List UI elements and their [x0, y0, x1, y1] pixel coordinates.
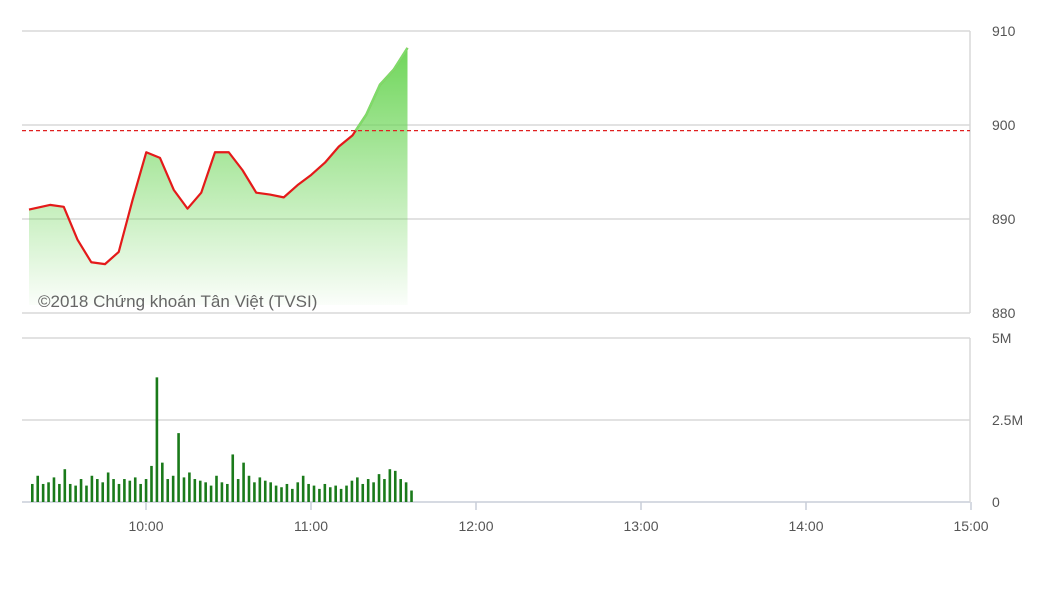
volume-bar	[377, 474, 381, 502]
price-tick-label: 890	[992, 211, 1016, 227]
price-line	[28, 47, 409, 266]
volume-bar	[361, 483, 365, 502]
volume-bar	[220, 482, 224, 502]
volume-bar	[31, 483, 34, 502]
volume-bar	[404, 482, 408, 502]
volume-bar	[393, 470, 397, 502]
volume-bar	[106, 472, 110, 502]
volume-bar	[383, 479, 386, 502]
volume-bar	[198, 480, 202, 502]
time-tick-label: 15:00	[953, 518, 988, 534]
volume-bar	[139, 483, 142, 502]
volume-bar	[231, 454, 235, 502]
watermark: ©2018 Chứng khoán Tân Việt (TVSI)	[38, 292, 317, 311]
volume-bar	[280, 487, 283, 502]
volume-bar	[323, 483, 327, 502]
volume-bar	[161, 462, 164, 502]
volume-bar	[318, 488, 321, 502]
price-tick-label: 900	[992, 117, 1016, 133]
volume-bar	[399, 479, 402, 502]
volume-bar	[204, 482, 207, 502]
volume-bar	[274, 485, 278, 502]
volume-bar	[150, 465, 153, 502]
volume-bar	[269, 482, 272, 502]
time-tick-label: 13:00	[623, 518, 658, 534]
volume-bar	[215, 475, 218, 502]
volume-bar	[247, 475, 251, 502]
volume-bar	[90, 475, 94, 502]
volume-bar	[301, 475, 305, 502]
volume-bar	[188, 472, 191, 502]
time-tick-label: 10:00	[128, 518, 163, 534]
volume-bar	[96, 479, 99, 502]
volume-bar	[36, 475, 40, 502]
volume-bar	[285, 483, 289, 502]
volume-bar	[155, 377, 159, 502]
price-panel: 910 900 890 880	[22, 23, 1016, 321]
volume-bar	[334, 485, 337, 502]
volume-bar	[112, 479, 115, 502]
volume-bar	[177, 433, 180, 502]
volume-bar	[258, 477, 262, 502]
volume-bar	[410, 490, 413, 502]
volume-bar	[312, 485, 316, 502]
volume-bar	[356, 477, 359, 502]
volume-bar	[171, 475, 175, 502]
volume-bar	[339, 488, 343, 502]
volume-bar	[123, 479, 126, 502]
volume-bar	[58, 483, 61, 502]
volume-bar	[388, 469, 392, 502]
volume-bar	[209, 485, 213, 502]
volume-bar	[193, 479, 197, 502]
price-tick-label: 880	[992, 305, 1016, 321]
volume-bar	[128, 480, 132, 502]
volume-bar	[291, 488, 294, 502]
volume-tick-label: 0	[992, 494, 1000, 510]
volume-bar	[85, 485, 88, 502]
price-area-fill	[29, 47, 408, 306]
volume-bar	[68, 483, 72, 502]
volume-bar	[350, 480, 354, 502]
time-tick-label: 12:00	[458, 518, 493, 534]
volume-bar	[236, 479, 240, 502]
volume-bar	[345, 485, 348, 502]
volume-bar	[117, 483, 121, 502]
volume-bar	[101, 482, 105, 502]
volume-bar	[226, 483, 229, 502]
time-tick-label: 14:00	[788, 518, 823, 534]
volume-bar	[144, 479, 148, 502]
volume-bar	[182, 477, 186, 502]
time-tick-label: 11:00	[294, 518, 328, 534]
volume-tick-label: 5M	[992, 330, 1011, 346]
price-tick-label: 910	[992, 23, 1016, 39]
volume-tick-label: 2.5M	[992, 412, 1023, 428]
volume-bar	[242, 462, 245, 502]
volume-bar	[41, 483, 45, 502]
volume-bar	[263, 480, 267, 502]
volume-bar	[133, 477, 137, 502]
volume-bar	[253, 482, 256, 502]
volume-panel: 5M 2.5M 0 10:00 11:00 12:00 13:00 14:00 15:00	[22, 330, 1023, 534]
volume-bar	[47, 482, 50, 502]
volume-bar	[296, 482, 300, 502]
volume-bar	[307, 483, 310, 502]
volume-bar	[52, 477, 56, 502]
volume-bar	[366, 479, 370, 502]
volume-bar	[74, 485, 77, 502]
volume-bar	[166, 479, 170, 502]
volume-bar	[328, 487, 332, 502]
volume-bar	[79, 479, 83, 502]
volume-bar	[372, 482, 375, 502]
volume-bar	[63, 469, 67, 502]
